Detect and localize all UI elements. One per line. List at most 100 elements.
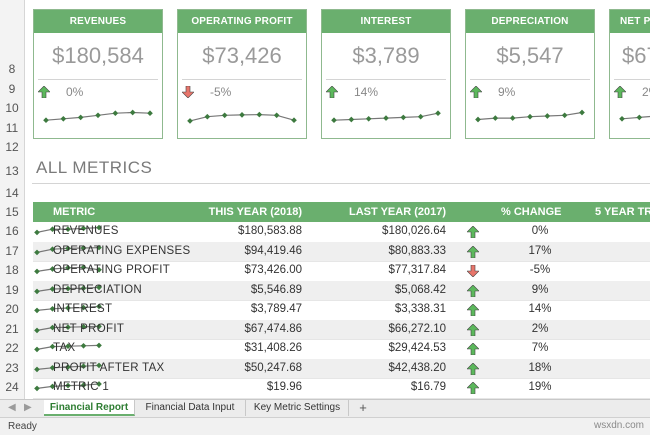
sparkline-marker	[273, 112, 280, 119]
up-arrow-icon	[466, 284, 480, 300]
sparkline-marker	[34, 229, 40, 236]
row-number[interactable]: 15	[5, 205, 19, 219]
table-row[interactable]: PROFIT AFTER TAX $50,247.68 $42,438.20 18%	[33, 358, 650, 379]
sparkline-marker	[95, 112, 101, 119]
kpi-card-revenues[interactable]: REVENUES $180,584 0%	[33, 9, 163, 139]
metric-name[interactable]: PROFIT AFTER TAX	[53, 361, 165, 374]
metric-name[interactable]: METRIC 1	[53, 381, 110, 393]
metric-name[interactable]: INTEREST	[53, 303, 113, 315]
this-year-value[interactable]: $67,474.86	[244, 322, 302, 335]
tab-financial-data-input[interactable]: Financial Data Input	[135, 400, 246, 416]
this-year-value[interactable]: $50,247.68	[244, 361, 302, 374]
kpi-card-change: 9%	[498, 85, 516, 99]
sparkline-marker	[34, 346, 40, 353]
table-row[interactable]: METRIC 1 $19.96 $16.79 19%	[33, 378, 650, 399]
metric-name[interactable]: OPERATING EXPENSES	[53, 244, 191, 257]
next-sheet-icon[interactable]: ▶	[24, 402, 32, 413]
sparkline-marker	[435, 110, 441, 117]
last-year-value[interactable]: $3,338.31	[394, 303, 446, 315]
header-last-year[interactable]: LAST YEAR (2017)	[349, 206, 446, 218]
pct-change-value[interactable]: 18%	[528, 361, 552, 374]
metric-name[interactable]: TAX	[53, 342, 76, 354]
metric-name[interactable]: NET PROFIT	[53, 322, 125, 335]
row-number[interactable]: 16	[5, 224, 19, 238]
section-divider	[32, 183, 650, 184]
tab-key-metric-settings[interactable]: Key Metric Settings	[246, 400, 349, 416]
sparkline-marker	[239, 112, 245, 118]
row-number[interactable]: 21	[5, 322, 19, 336]
this-year-value[interactable]: $31,408.26	[244, 342, 302, 354]
table-row[interactable]: TAX $31,408.26 $29,424.53 7%	[33, 339, 650, 360]
table-row[interactable]: INTEREST $3,789.47 $3,338.31 14%	[33, 300, 650, 321]
sparkline-marker	[256, 111, 263, 118]
last-year-value[interactable]: $66,272.10	[388, 322, 446, 335]
pct-change-value[interactable]: 9%	[531, 283, 549, 296]
last-year-value[interactable]: $29,424.53	[388, 342, 446, 354]
pct-change-value[interactable]: 7%	[531, 342, 549, 354]
last-year-value[interactable]: $42,438.20	[388, 361, 446, 374]
table-row[interactable]: REVENUES $180,583.88 $180,026.64 0%	[33, 222, 650, 243]
sparkline-marker	[187, 118, 193, 124]
row-number[interactable]: 18	[5, 263, 19, 277]
this-year-value[interactable]: $5,546.89	[250, 283, 302, 296]
up-arrow-icon	[466, 342, 480, 358]
this-year-value[interactable]: $3,789.47	[250, 303, 302, 315]
metric-name[interactable]: OPERATING PROFIT	[53, 264, 171, 276]
tab-financial-report[interactable]: Financial Report	[44, 400, 135, 416]
metric-name[interactable]: DEPRECIATION	[53, 283, 143, 296]
pct-change-value[interactable]: -5%	[529, 264, 551, 276]
kpi-card-title: DEPRECIATION	[466, 10, 594, 33]
kpi-card-value: $3,789	[326, 33, 446, 80]
row-number[interactable]: 12	[5, 140, 19, 154]
kpi-card-title: OPERATING PROFIT	[178, 10, 306, 33]
row-number[interactable]: 23	[5, 361, 19, 375]
pct-change-value[interactable]: 2%	[531, 322, 549, 335]
sparkline-marker	[619, 115, 625, 122]
header-trend[interactable]: 5 YEAR TREND	[595, 206, 650, 218]
table-row[interactable]: OPERATING PROFIT $73,426.00 $77,317.84 -5%	[33, 261, 650, 282]
this-year-value[interactable]: $180,583.88	[238, 225, 302, 237]
last-year-value[interactable]: $5,068.42	[394, 283, 446, 296]
this-year-value[interactable]: $73,426.00	[244, 264, 302, 276]
row-number[interactable]: 22	[5, 341, 19, 355]
kpi-card-net-profit[interactable]: NET PROFIT $67,475 2%	[609, 9, 650, 139]
sparkline-marker	[365, 115, 372, 122]
kpi-card-value: $67,475	[614, 33, 650, 80]
metric-name[interactable]: REVENUES	[53, 225, 119, 237]
row-number[interactable]: 20	[5, 302, 19, 316]
status-bar: Ready wsxdn.com	[0, 417, 650, 435]
table-row[interactable]: OPERATING EXPENSES $94,419.46 $80,883.33 17…	[33, 241, 650, 262]
last-year-value[interactable]: $77,317.84	[388, 264, 446, 276]
kpi-card-interest[interactable]: INTEREST $3,789 14%	[321, 9, 451, 139]
row-number[interactable]: 17	[5, 244, 19, 258]
row-number[interactable]: 10	[5, 101, 19, 115]
header-this-year[interactable]: THIS YEAR (2018)	[208, 206, 302, 218]
add-sheet-button[interactable]: +	[359, 400, 367, 415]
sparkline-marker	[147, 110, 153, 117]
pct-change-value[interactable]: 14%	[528, 303, 552, 315]
kpi-card-operating-profit[interactable]: OPERATING PROFIT $73,426 -5%	[177, 9, 307, 139]
table-row[interactable]: DEPRECIATION $5,546.89 $5,068.42 9%	[33, 280, 650, 301]
this-year-value[interactable]: $94,419.46	[244, 244, 302, 257]
last-year-value[interactable]: $180,026.64	[382, 225, 446, 237]
pct-change-value[interactable]: 0%	[531, 225, 549, 237]
row-number[interactable]: 9	[8, 82, 16, 96]
kpi-card-depreciation[interactable]: DEPRECIATION $5,547 9%	[465, 9, 595, 139]
row-number[interactable]: 14	[5, 186, 19, 200]
this-year-value[interactable]: $19.96	[266, 381, 302, 393]
row-number[interactable]: 8	[8, 62, 16, 76]
sparkline-marker	[492, 115, 499, 121]
sparkline-marker	[129, 109, 136, 116]
row-number[interactable]: 13	[5, 164, 19, 178]
row-number[interactable]: 24	[5, 380, 19, 394]
prev-sheet-icon[interactable]: ◀	[8, 402, 16, 413]
row-number[interactable]: 11	[5, 121, 19, 135]
last-year-value[interactable]: $16.79	[410, 381, 446, 393]
pct-change-value[interactable]: 19%	[528, 381, 552, 393]
row-number[interactable]: 19	[5, 283, 19, 297]
pct-change-value[interactable]: 17%	[528, 244, 552, 257]
header-pct-change[interactable]: % CHANGE	[501, 206, 562, 218]
header-metric[interactable]: METRIC	[53, 206, 96, 218]
last-year-value[interactable]: $80,883.33	[388, 244, 446, 257]
table-row[interactable]: NET PROFIT $67,474.86 $66,272.10 2%	[33, 319, 650, 340]
